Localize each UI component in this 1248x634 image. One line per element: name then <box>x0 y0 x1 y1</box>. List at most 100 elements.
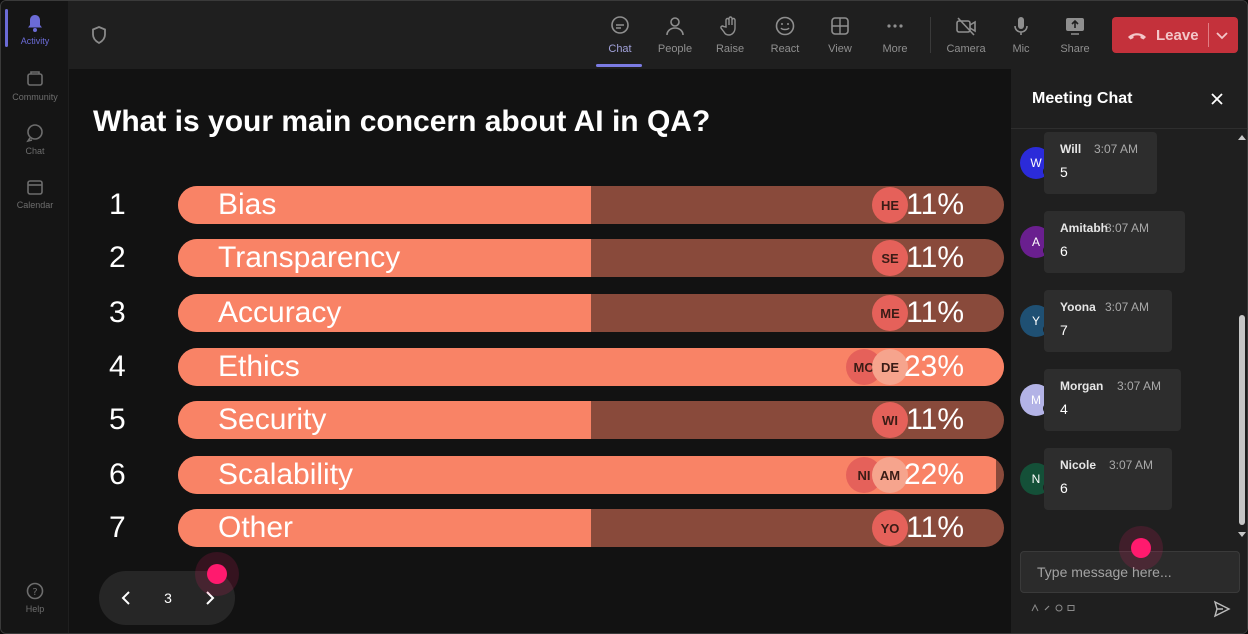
option-bar-fill <box>178 509 591 547</box>
help-icon: ? <box>26 582 44 599</box>
chat-icon <box>611 16 629 34</box>
option-percent: 11% <box>906 188 964 221</box>
chat-scrollbar[interactable] <box>1235 129 1247 543</box>
react-button[interactable]: React <box>759 9 811 61</box>
mic-button[interactable]: Mic <box>995 9 1047 61</box>
option-bar: Security WI 11% <box>178 401 1004 439</box>
option-bar: Bias HE 11% <box>178 186 1004 224</box>
poll-option-row: 1 Bias HE 11% <box>69 186 1011 224</box>
smiley-icon <box>775 16 795 36</box>
voter-avatar: SE <box>872 240 908 276</box>
message-text: 4 <box>1060 401 1068 417</box>
attach-icon[interactable] <box>1043 604 1051 612</box>
option-number: 2 <box>109 241 126 274</box>
message-text: 6 <box>1060 480 1068 496</box>
chat-header: Meeting Chat <box>1011 69 1247 129</box>
option-bar: Other YO 11% <box>178 509 1004 547</box>
chat-icon <box>26 123 43 142</box>
message-composer[interactable] <box>1020 551 1240 593</box>
option-label: Other <box>218 511 294 544</box>
bell-icon <box>28 14 42 32</box>
message-text: 7 <box>1060 322 1068 338</box>
more-button[interactable]: More <box>869 9 921 61</box>
app-rail: Activity Community Chat Calendar ? Help <box>1 1 69 633</box>
share-button[interactable]: Share <box>1049 9 1101 61</box>
scroll-down-icon[interactable] <box>1238 531 1246 539</box>
community-icon <box>27 70 43 86</box>
chat-messages[interactable]: W Will 3:07 AM 5 A Amitabh 3:07 AM 6 Y Yoona 3:07 … <box>1011 129 1235 543</box>
poll-option-row: 5 Security WI 11% <box>69 401 1011 439</box>
camera-button[interactable]: Camera <box>940 9 992 61</box>
option-label: Bias <box>218 188 277 221</box>
rail-item-help[interactable]: ? Help <box>1 571 69 623</box>
rail-item-activity[interactable]: Activity <box>1 3 69 55</box>
emoji-icon[interactable] <box>1055 604 1063 612</box>
option-label: Accuracy <box>218 296 342 329</box>
sender-name: Morgan <box>1060 379 1104 393</box>
message-bubble: Morgan 3:07 AM 4 <box>1044 369 1181 431</box>
option-bar: Scalability NI AM 22% <box>178 456 1004 494</box>
format-icon[interactable] <box>1031 604 1039 612</box>
close-icon[interactable] <box>1209 91 1225 107</box>
ellipsis-icon <box>887 24 903 28</box>
raise-button-label: Raise <box>715 43 745 55</box>
rail-item-label: Chat <box>25 145 45 156</box>
rail-item-community[interactable]: Community <box>1 59 69 111</box>
option-bar-fill <box>178 239 591 277</box>
view-button[interactable]: View <box>814 9 866 61</box>
chat-message: M Morgan 3:07 AM 4 <box>1019 369 1229 433</box>
rail-item-chat[interactable]: Chat <box>1 113 69 165</box>
voter-avatar: DE <box>872 349 908 385</box>
chevron-down-icon[interactable] <box>1214 27 1230 43</box>
rail-item-calendar[interactable]: Calendar <box>1 167 69 219</box>
option-percent: 23% <box>903 350 964 383</box>
chat-button[interactable]: Chat <box>594 9 646 67</box>
send-icon[interactable] <box>1213 600 1231 618</box>
message-input[interactable] <box>1021 552 1239 592</box>
message-text: 6 <box>1060 243 1068 259</box>
chevron-left-icon[interactable] <box>116 588 136 608</box>
option-bar-fill <box>178 401 591 439</box>
people-icon <box>666 17 684 36</box>
pointer-indicator <box>207 564 227 584</box>
shield-icon[interactable] <box>89 25 109 45</box>
sender-name: Will <box>1060 142 1082 156</box>
people-button[interactable]: People <box>649 9 701 61</box>
message-timestamp: 3:07 AM <box>1117 379 1162 393</box>
leave-button-label: Leave <box>1156 26 1199 44</box>
option-number: 7 <box>109 511 126 544</box>
voter-avatar: ME <box>872 295 908 331</box>
option-bar: Ethics MO DE 23% <box>178 348 1004 386</box>
share-screen-icon <box>1066 18 1084 35</box>
message-timestamp: 3:07 AM <box>1105 300 1150 314</box>
scroll-up-icon[interactable] <box>1238 133 1246 141</box>
gif-icon[interactable] <box>1067 604 1075 612</box>
meeting-chat-panel: Meeting Chat W Will 3:07 AM 5 A Amitabh 3:07 A… <box>1011 69 1247 633</box>
voter-avatar: AM <box>872 457 908 493</box>
chat-message: Y Yoona 3:07 AM 7 <box>1019 290 1229 354</box>
phone-hangup-icon <box>1128 33 1146 40</box>
camera-off-icon <box>956 17 976 36</box>
message-bubble: Amitabh 3:07 AM 6 <box>1044 211 1185 273</box>
poll-option-row: 3 Accuracy ME 11% <box>69 294 1011 332</box>
chevron-right-icon[interactable] <box>200 588 220 608</box>
raise-hand-button[interactable]: Raise <box>704 9 756 61</box>
leave-button[interactable]: Leave <box>1112 17 1238 53</box>
sender-name: Nicole <box>1060 458 1097 472</box>
chat-button-label: Chat <box>608 43 632 55</box>
message-timestamp: 3:07 AM <box>1105 221 1150 235</box>
option-bar: Transparency SE 11% <box>178 239 1004 277</box>
svg-text:?: ? <box>32 587 37 598</box>
mic-button-label: Mic <box>1012 43 1030 55</box>
microphone-icon <box>1014 17 1028 35</box>
scrollbar-thumb[interactable] <box>1239 315 1245 525</box>
pointer-indicator <box>1131 538 1151 558</box>
poll-option-row: 6 Scalability NI AM 22% <box>69 456 1011 494</box>
grid-icon <box>831 17 849 35</box>
sender-name: Amitabh <box>1060 221 1108 235</box>
voter-avatar: HE <box>872 187 908 223</box>
option-number: 5 <box>109 403 126 436</box>
leave-divider <box>1208 23 1209 47</box>
option-number: 4 <box>109 350 126 383</box>
